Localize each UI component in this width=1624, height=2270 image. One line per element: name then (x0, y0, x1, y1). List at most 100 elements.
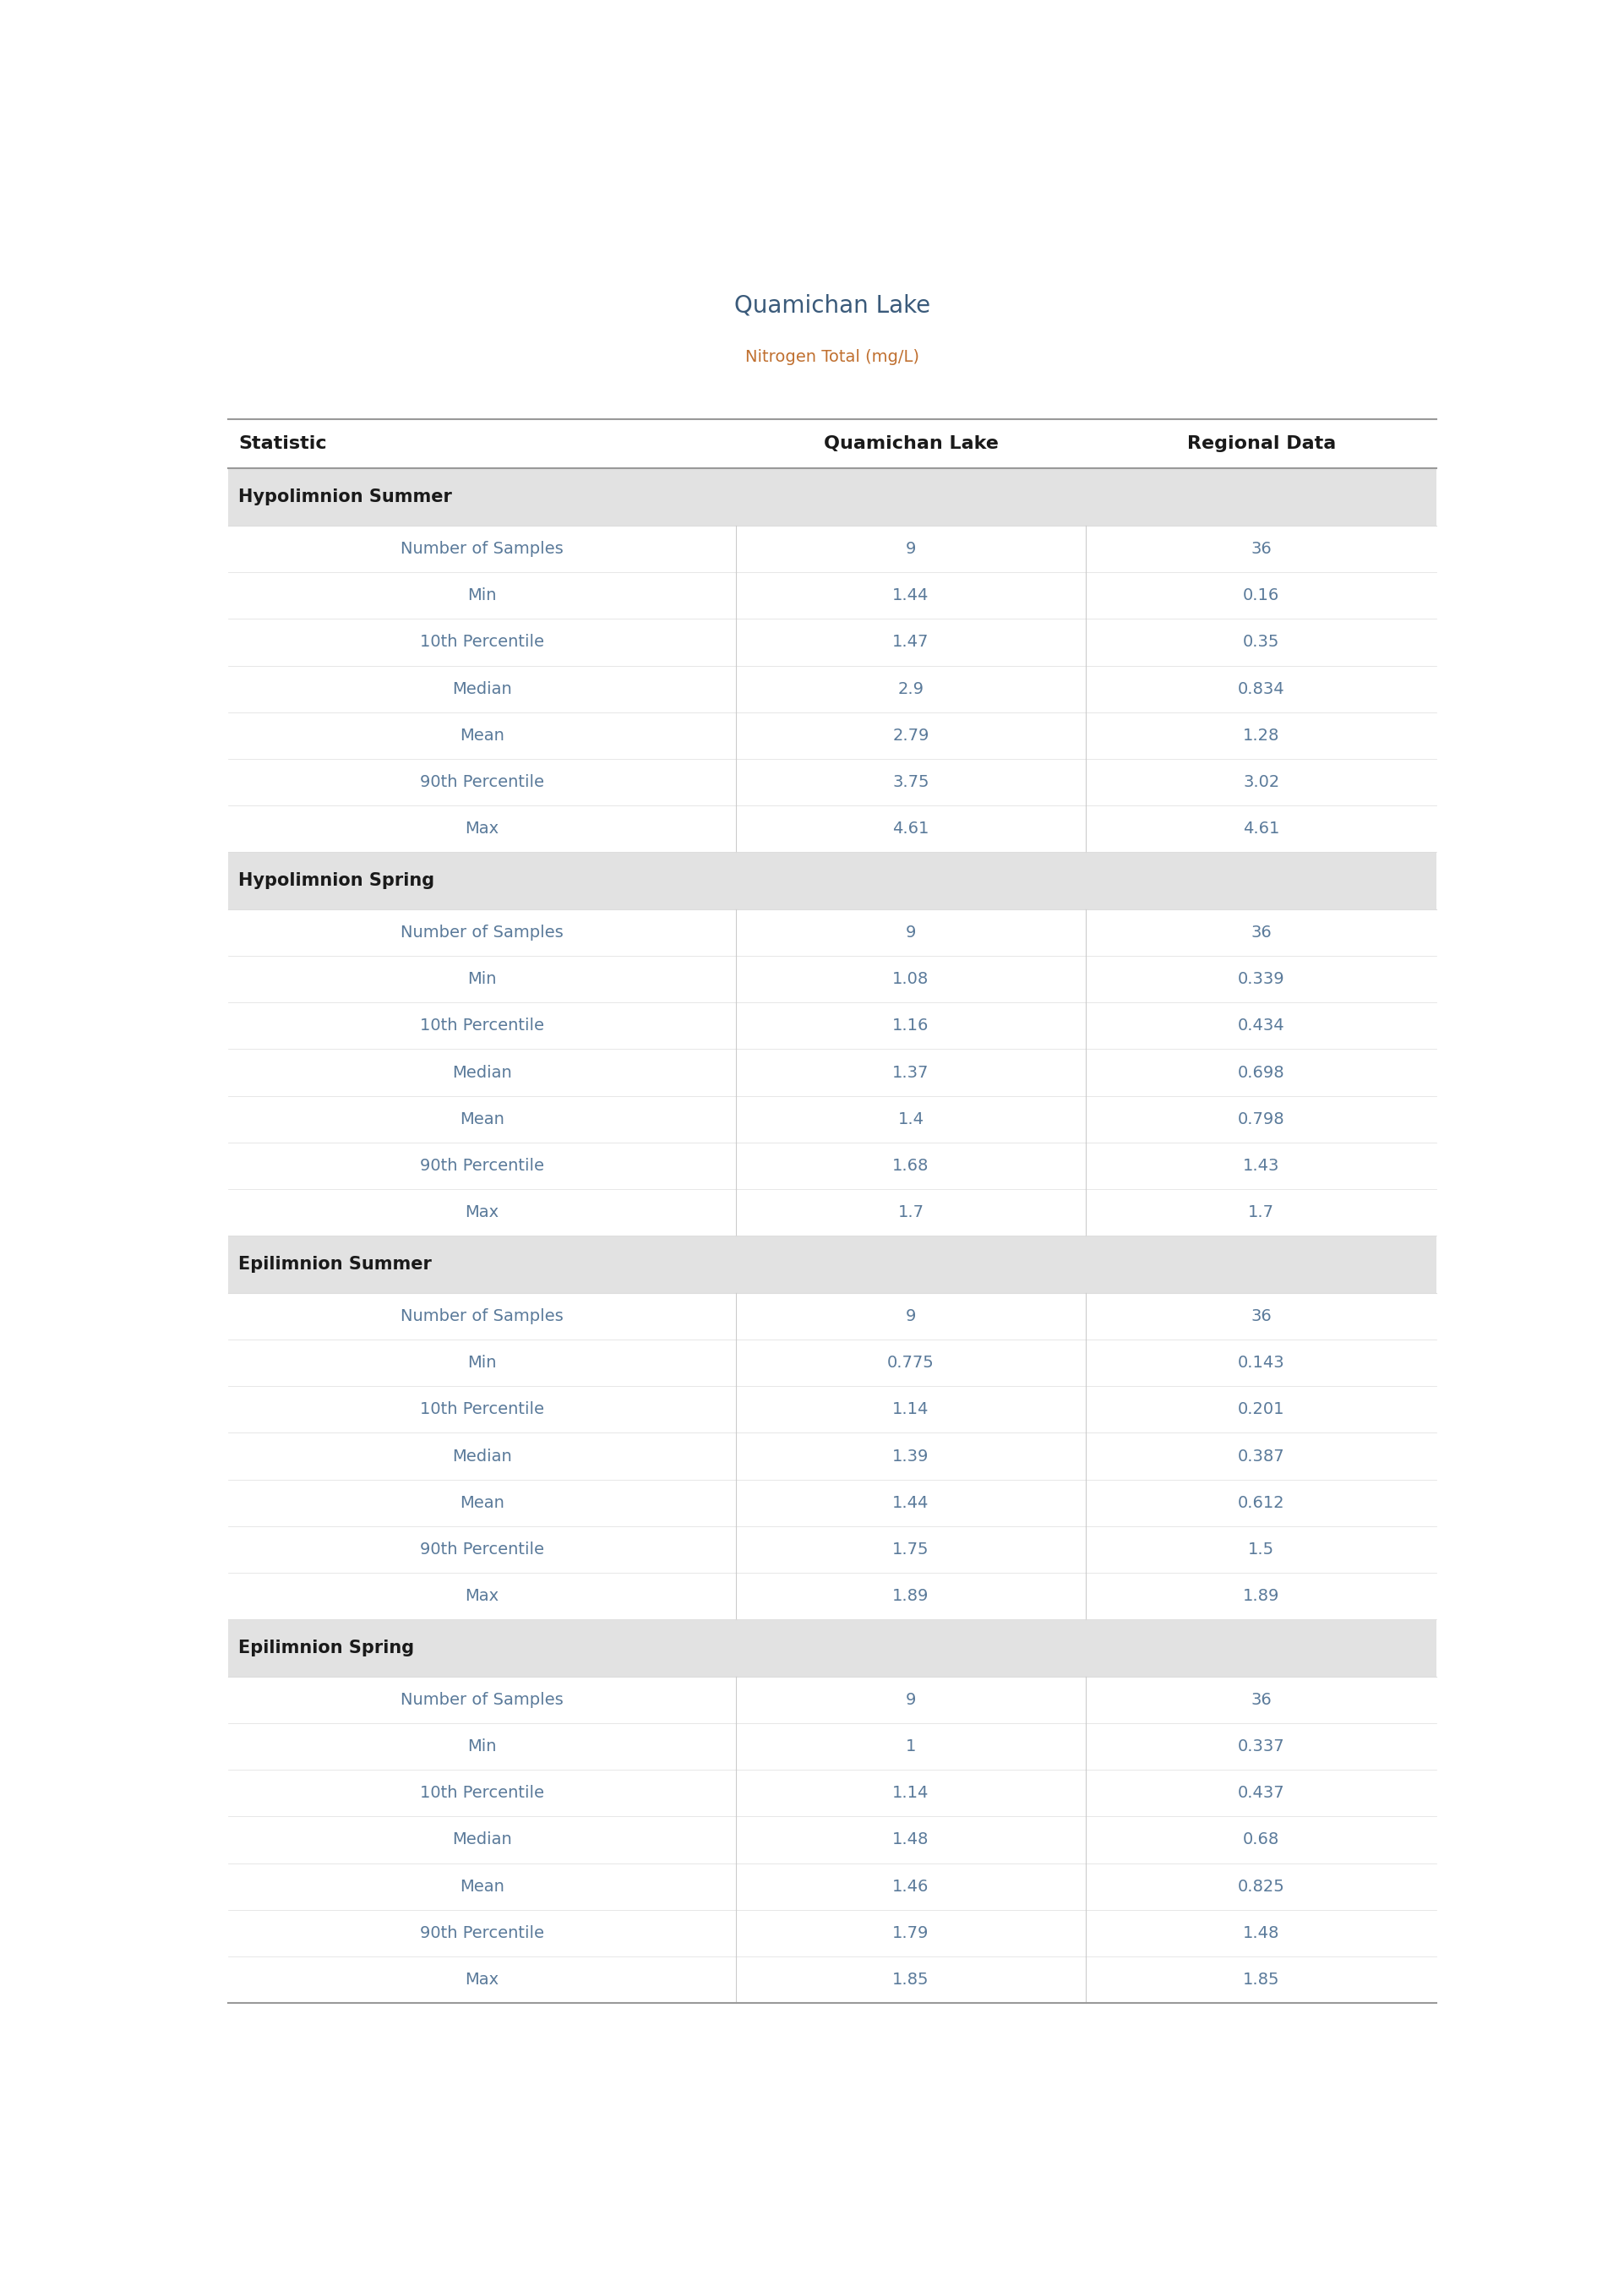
Text: 1.85: 1.85 (1242, 1973, 1280, 1989)
Text: Median: Median (451, 681, 512, 697)
Bar (227, 1432, 1436, 1480)
Text: 0.339: 0.339 (1237, 972, 1285, 987)
Text: 9: 9 (906, 1308, 916, 1323)
Text: 2.79: 2.79 (893, 726, 929, 745)
Bar (227, 758, 1436, 806)
Text: 1.48: 1.48 (1242, 1925, 1280, 1941)
Text: 36: 36 (1250, 1691, 1272, 1707)
Text: 1.46: 1.46 (893, 1877, 929, 1895)
Text: Max: Max (464, 1203, 499, 1221)
Text: 0.337: 0.337 (1237, 1739, 1285, 1755)
Text: 3.75: 3.75 (893, 774, 929, 790)
Bar (227, 1816, 1436, 1864)
Text: 0.387: 0.387 (1237, 1448, 1285, 1464)
Bar (227, 572, 1436, 620)
Text: 0.201: 0.201 (1237, 1401, 1285, 1419)
Text: 0.16: 0.16 (1242, 588, 1280, 604)
Text: Max: Max (464, 1973, 499, 1989)
Text: 4.61: 4.61 (893, 819, 929, 838)
Text: 1.14: 1.14 (893, 1784, 929, 1802)
Bar (227, 851, 1436, 910)
Bar (227, 1678, 1436, 1723)
Text: 1.48: 1.48 (893, 1832, 929, 1848)
Bar (227, 1480, 1436, 1525)
Bar (227, 1339, 1436, 1387)
Text: Median: Median (451, 1065, 512, 1081)
Text: 0.143: 0.143 (1237, 1355, 1285, 1371)
Text: 1.85: 1.85 (893, 1973, 929, 1989)
Text: 0.437: 0.437 (1237, 1784, 1285, 1802)
Text: Median: Median (451, 1832, 512, 1848)
Text: Median: Median (451, 1448, 512, 1464)
Text: Hypolimnion Summer: Hypolimnion Summer (239, 488, 451, 506)
Bar (227, 468, 1436, 527)
Text: 0.798: 0.798 (1237, 1110, 1285, 1128)
Bar (227, 1909, 1436, 1957)
Text: Min: Min (468, 1739, 497, 1755)
Bar (227, 1003, 1436, 1049)
Bar (227, 806, 1436, 851)
Text: 1.39: 1.39 (893, 1448, 929, 1464)
Text: Hypolimnion Spring: Hypolimnion Spring (239, 872, 434, 890)
Text: Nitrogen Total (mg/L): Nitrogen Total (mg/L) (745, 350, 919, 365)
Text: 0.68: 0.68 (1242, 1832, 1280, 1848)
Text: Number of Samples: Number of Samples (401, 1691, 564, 1707)
Text: 1.16: 1.16 (893, 1017, 929, 1033)
Text: 0.834: 0.834 (1237, 681, 1285, 697)
Text: Epilimnion Summer: Epilimnion Summer (239, 1255, 432, 1273)
Text: 2.9: 2.9 (898, 681, 924, 697)
Bar (227, 1142, 1436, 1189)
Bar (227, 1864, 1436, 1909)
Text: 1.68: 1.68 (893, 1158, 929, 1174)
Text: 0.612: 0.612 (1237, 1494, 1285, 1512)
Text: 1.14: 1.14 (893, 1401, 929, 1419)
Text: Max: Max (464, 1587, 499, 1605)
Bar (227, 1525, 1436, 1573)
Bar (227, 1957, 1436, 2002)
Text: 9: 9 (906, 1691, 916, 1707)
Text: 0.825: 0.825 (1237, 1877, 1285, 1895)
Bar (227, 1096, 1436, 1142)
Text: 90th Percentile: 90th Percentile (419, 1158, 544, 1174)
Text: 36: 36 (1250, 1308, 1272, 1323)
Text: Number of Samples: Number of Samples (401, 1308, 564, 1323)
Bar (227, 1771, 1436, 1816)
Text: 1.37: 1.37 (893, 1065, 929, 1081)
Text: 0.698: 0.698 (1237, 1065, 1285, 1081)
Text: Max: Max (464, 819, 499, 838)
Bar (227, 1294, 1436, 1339)
Text: Epilimnion Spring: Epilimnion Spring (239, 1639, 414, 1657)
Text: 10th Percentile: 10th Percentile (419, 1017, 544, 1033)
Bar (227, 1235, 1436, 1294)
Bar (227, 527, 1436, 572)
Text: 90th Percentile: 90th Percentile (419, 1541, 544, 1557)
Text: 9: 9 (906, 540, 916, 556)
Bar (227, 1387, 1436, 1432)
Text: 36: 36 (1250, 540, 1272, 556)
Text: Mean: Mean (460, 1494, 503, 1512)
Text: 1.4: 1.4 (898, 1110, 924, 1128)
Text: 1.5: 1.5 (1249, 1541, 1275, 1557)
Text: 1.89: 1.89 (893, 1587, 929, 1605)
Text: 1.43: 1.43 (1242, 1158, 1280, 1174)
Bar (227, 1619, 1436, 1678)
Text: 90th Percentile: 90th Percentile (419, 1925, 544, 1941)
Text: 1.89: 1.89 (1242, 1587, 1280, 1605)
Bar (227, 956, 1436, 1003)
Text: Quamichan Lake: Quamichan Lake (734, 293, 931, 318)
Text: Number of Samples: Number of Samples (401, 924, 564, 940)
Text: 10th Percentile: 10th Percentile (419, 1401, 544, 1419)
Text: 1.75: 1.75 (893, 1541, 929, 1557)
Bar (227, 1049, 1436, 1096)
Text: 1.44: 1.44 (893, 588, 929, 604)
Text: Statistic: Statistic (239, 436, 326, 452)
Text: 3.02: 3.02 (1242, 774, 1280, 790)
Text: Mean: Mean (460, 1877, 503, 1895)
Text: 1.47: 1.47 (893, 633, 929, 649)
Bar (227, 665, 1436, 713)
Text: Min: Min (468, 1355, 497, 1371)
Text: Min: Min (468, 588, 497, 604)
Text: Quamichan Lake: Quamichan Lake (823, 436, 999, 452)
Text: 1.7: 1.7 (1249, 1203, 1275, 1221)
Bar (227, 1573, 1436, 1619)
